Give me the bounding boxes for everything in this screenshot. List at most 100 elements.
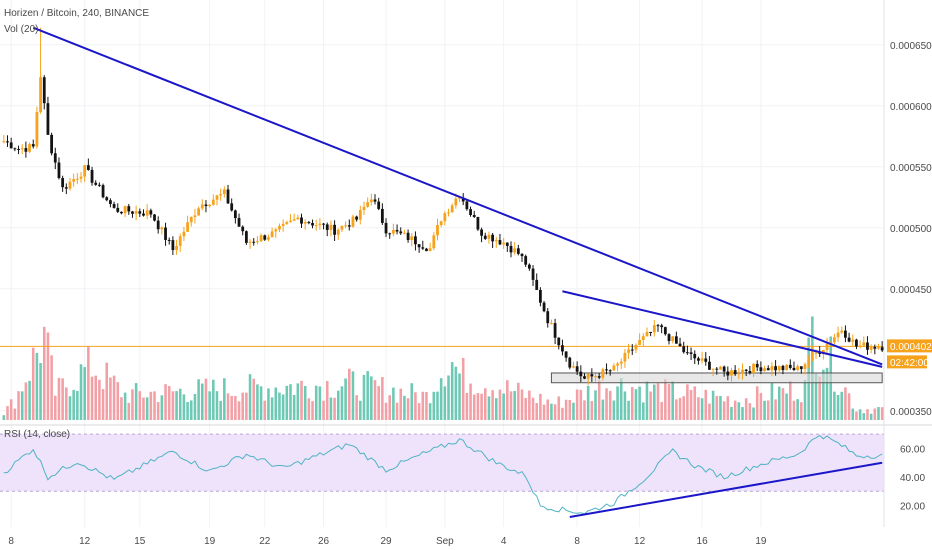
candle-body bbox=[597, 376, 601, 378]
candle-body bbox=[156, 220, 160, 230]
volume-bar bbox=[836, 394, 840, 420]
volume-bar bbox=[682, 396, 685, 420]
candle-body bbox=[200, 204, 204, 209]
volume-bar bbox=[491, 390, 494, 420]
candle-body bbox=[553, 323, 557, 338]
candle-body bbox=[244, 231, 248, 243]
candle-body bbox=[763, 368, 766, 372]
volume-bar bbox=[366, 371, 369, 420]
volume-bar bbox=[524, 398, 527, 420]
volume-bar bbox=[259, 386, 263, 420]
volume-bar bbox=[792, 400, 796, 420]
volume-bar bbox=[796, 399, 799, 420]
volume-bar bbox=[234, 395, 237, 420]
volume-bar bbox=[241, 392, 244, 420]
candle-body bbox=[840, 330, 844, 333]
volume-bar bbox=[612, 400, 616, 420]
time-tick-label: 8 bbox=[574, 536, 580, 547]
volume-bar bbox=[42, 326, 46, 420]
volume-bar bbox=[509, 391, 513, 420]
volume-bar bbox=[847, 393, 851, 420]
candle-body bbox=[454, 198, 458, 206]
candlesticks bbox=[2, 27, 884, 385]
rsi-trendline[interactable] bbox=[569, 461, 883, 518]
candle-body bbox=[358, 210, 362, 220]
volume-bar bbox=[289, 384, 292, 420]
candle-body bbox=[35, 112, 39, 147]
volume-bar bbox=[223, 378, 226, 420]
candle-body bbox=[410, 236, 414, 241]
candle-body bbox=[189, 216, 193, 223]
volume-bar bbox=[414, 392, 417, 420]
volume-indicator-label[interactable]: Vol (20) bbox=[4, 24, 38, 35]
volume-bar bbox=[671, 381, 674, 420]
candle-body bbox=[2, 141, 6, 143]
candle-body bbox=[377, 201, 381, 209]
candle-body bbox=[46, 103, 50, 135]
volume-bar bbox=[109, 377, 112, 420]
volume-bar bbox=[270, 397, 274, 420]
candle-body bbox=[193, 215, 197, 217]
volume-bar bbox=[201, 383, 204, 420]
volume-bar bbox=[741, 407, 744, 420]
candle-body bbox=[369, 199, 373, 203]
candle-body bbox=[101, 185, 105, 198]
volume-bar bbox=[465, 392, 469, 420]
candle-body bbox=[880, 347, 884, 351]
candle-body bbox=[788, 364, 792, 368]
candle-body bbox=[645, 331, 649, 337]
candle-body bbox=[160, 227, 164, 230]
candle-body bbox=[237, 218, 241, 227]
candle-body bbox=[851, 339, 855, 342]
volume-bar bbox=[472, 394, 476, 420]
candle-body bbox=[362, 206, 366, 211]
volume-bar bbox=[649, 391, 652, 420]
volume-bar bbox=[575, 389, 579, 420]
volume-bar bbox=[112, 375, 116, 420]
candle-body bbox=[719, 366, 722, 370]
candle-body bbox=[814, 352, 818, 354]
candle-body bbox=[112, 203, 116, 208]
volume-bar bbox=[715, 395, 719, 420]
candle-body bbox=[766, 368, 770, 371]
candle-body bbox=[149, 210, 153, 215]
volume-bar bbox=[120, 397, 123, 420]
candle-body bbox=[608, 370, 612, 372]
rsi-tick-label: 40.00 bbox=[900, 473, 925, 484]
candle-body bbox=[605, 369, 608, 371]
volume-bar bbox=[388, 395, 391, 420]
candle-body bbox=[425, 248, 428, 252]
volume-bar bbox=[39, 363, 42, 420]
trendline[interactable] bbox=[562, 290, 883, 368]
candle-body bbox=[538, 289, 542, 303]
rsi-indicator-label[interactable]: RSI (14, close) bbox=[4, 429, 70, 440]
volume-bar bbox=[561, 407, 564, 420]
volume-bar bbox=[785, 393, 788, 420]
volume-bar bbox=[755, 386, 759, 420]
time-tick-label: 8 bbox=[8, 536, 14, 547]
volume-bar bbox=[686, 384, 689, 420]
volume-bar bbox=[461, 357, 465, 420]
candle-body bbox=[505, 242, 509, 246]
volume-bar bbox=[458, 373, 461, 420]
candle-body bbox=[178, 236, 182, 246]
volume-bar bbox=[359, 400, 362, 420]
trendline[interactable] bbox=[32, 26, 883, 366]
candle-body bbox=[855, 339, 858, 347]
volume-bar bbox=[230, 395, 233, 420]
volume-bar bbox=[134, 383, 138, 420]
volume-bar bbox=[392, 387, 395, 420]
volume-bar bbox=[219, 400, 222, 420]
rsi-axis[interactable]: 60.00 40.00 20.00 bbox=[900, 444, 925, 512]
last-price-tag bbox=[887, 339, 932, 353]
volume-bar bbox=[869, 413, 873, 420]
volume-bar bbox=[605, 388, 608, 420]
time-axis[interactable]: 8 12 15 19 22 26 29 Sep 4 8 12 16 19 bbox=[8, 536, 766, 547]
trendlines[interactable] bbox=[32, 26, 883, 368]
candle-body bbox=[79, 176, 83, 179]
time-tick-label: Sep bbox=[436, 536, 454, 547]
candle-body bbox=[380, 208, 384, 223]
volume-bar bbox=[594, 390, 597, 420]
